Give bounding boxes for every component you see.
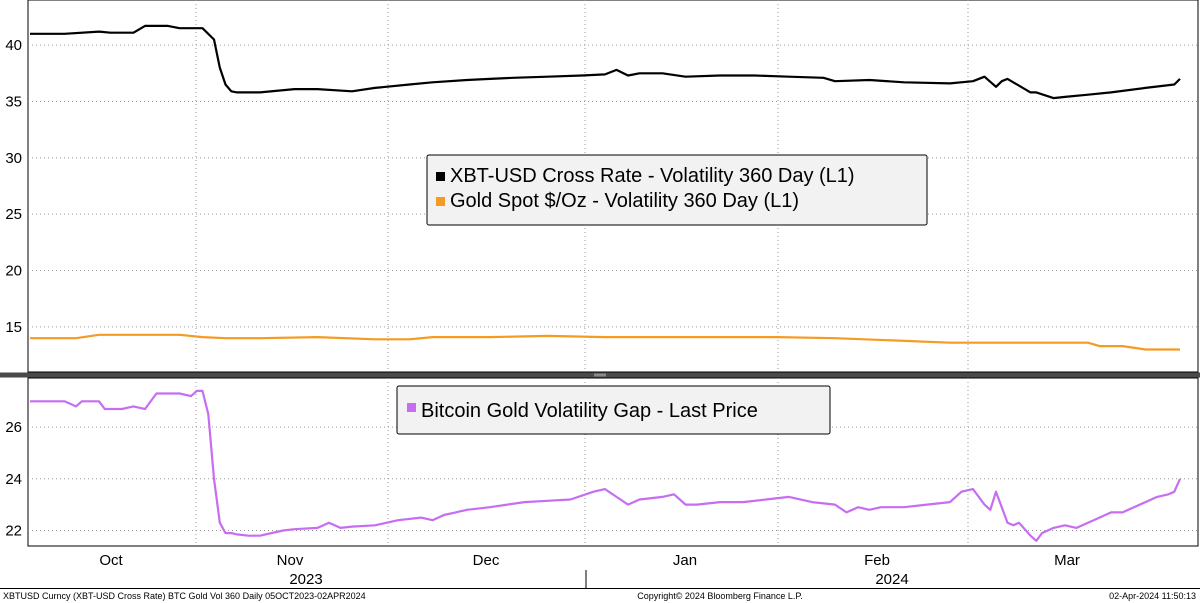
legend-label: Bitcoin Gold Volatility Gap - Last Price [421,400,758,422]
footer-timestamp-text: 02-Apr-2024 11:50:13 [1109,591,1196,601]
y-tick-label: 25 [5,206,22,223]
y-tick-label: 15 [5,319,22,336]
x-tick-label: Nov [277,552,304,569]
series-layer [30,24,1182,542]
series-line-1-0 [30,389,1182,542]
y-tick-label: 26 [5,419,22,436]
y-tick-label: 24 [5,471,22,488]
x-tick-label: Feb [864,552,890,569]
legend-box-lower [396,385,831,435]
x-tick-label: Oct [99,552,123,569]
legend-layer: XBT-USD Cross Rate - Volatility 360 Day … [396,154,928,435]
y-tick-label: 40 [5,37,22,54]
panel-separator-handle [594,373,606,377]
grid-layer [0,0,1200,547]
y-tick-label: 20 [5,263,22,280]
legend-swatch [436,197,445,206]
footer-source-text: XBTUSD Curncy (XBT-USD Cross Rate) BTC G… [3,591,366,601]
legend-swatch [407,403,416,412]
x-tick-label: Mar [1054,552,1080,569]
legend-label: XBT-USD Cross Rate - Volatility 360 Day … [450,165,855,187]
x-tick-label: Dec [473,552,500,569]
legend-label: Gold Spot $/Oz - Volatility 360 Day (L1) [450,190,799,212]
y-tick-label: 35 [5,93,22,110]
footer-layer: XBTUSD Curncy (XBT-USD Cross Rate) BTC G… [3,591,1196,601]
series-line-0-0 [30,24,1181,100]
series-line-0-1 [30,333,1180,351]
x-year-label: 2023 [289,571,322,588]
legend-swatch [436,172,445,181]
y-tick-label: 30 [5,150,22,167]
footer-copyright-text: Copyright© 2024 Bloomberg Finance L.P. [637,591,803,601]
x-year-label: 2024 [875,571,908,588]
axis-layer: 15 20 25 30 35 40 22 24 26 Oct Nov Dec Jan Feb Mar 2023… [0,37,1200,589]
y-tick-label: 22 [5,522,22,539]
legend-box-upper [426,154,928,226]
x-tick-label: Jan [673,552,697,569]
